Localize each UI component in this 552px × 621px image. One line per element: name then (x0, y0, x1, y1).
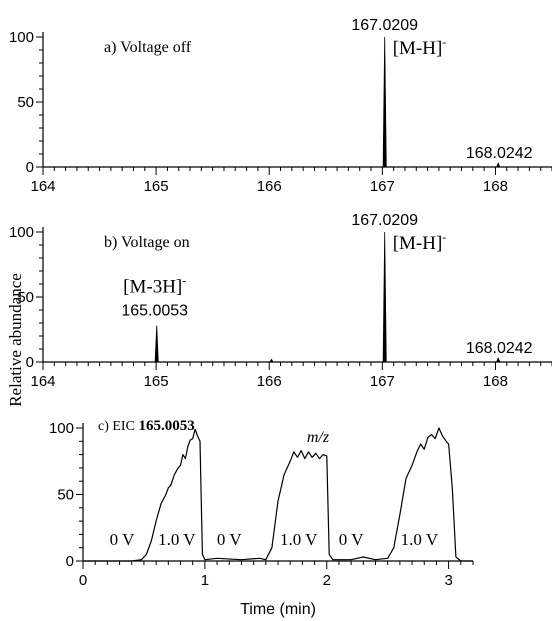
x-axis-label-time: Time (min) (240, 601, 316, 618)
panel-label: b) Voltage on (104, 234, 190, 251)
panel-c: 0 50 100 0 1 2 3 c) EIC 165.0053 0 V 1.0 V 0 V 1.0 … (49, 418, 474, 589)
y-tick-label: 50 (17, 94, 34, 111)
voltage-label: 1.0 V (401, 530, 439, 549)
x-tick-label: 165 (144, 373, 169, 390)
spectrum-peak (382, 36, 387, 168)
ion-label: [M-H]- (393, 35, 447, 59)
x-tick-label: 2 (323, 572, 331, 589)
y-axis-label: Relative abundance (6, 273, 25, 407)
y-tick-label: 100 (9, 224, 34, 241)
voltage-label: 0 V (217, 530, 242, 549)
y-tick-label: 0 (66, 553, 74, 570)
peak-mass-label: 167.0209 (351, 212, 418, 229)
x-tick-label: 167 (370, 178, 395, 195)
x-tick-label: 168 (483, 178, 508, 195)
spectrum-peak (495, 357, 501, 363)
voltage-label: 0 V (110, 530, 135, 549)
ion-label: [M-3H]- (123, 274, 186, 298)
x-tick-label: 166 (257, 178, 282, 195)
x-tick-label: 168 (483, 373, 508, 390)
x-tick-label: 165 (144, 178, 169, 195)
x-tick-label: 164 (30, 178, 55, 195)
panel-a: 0 50 100 164 165 166 167 168 a) Voltage off 167.0… (9, 17, 552, 195)
ion-label: [M-H]- (393, 230, 447, 254)
x-tick-label: 3 (444, 572, 452, 589)
y-tick-label: 100 (49, 420, 74, 437)
peak-mass-label: 168.0242 (466, 340, 533, 357)
panel-b: 0 50 100 164 165 166 167 168 b) Voltage on 165.00… (9, 212, 552, 390)
x-tick-label: 1 (201, 572, 209, 589)
x-tick-label: 164 (30, 373, 55, 390)
voltage-label: 1.0 V (280, 530, 318, 549)
y-tick-label: 50 (17, 289, 34, 306)
y-tick-label: 100 (9, 29, 34, 46)
spectrum-peak (269, 358, 274, 363)
panel-label: c) EIC 165.0053 (98, 418, 195, 434)
voltage-label: 1.0 V (158, 530, 196, 549)
panel-label: a) Voltage off (104, 39, 192, 56)
y-tick-label: 0 (26, 159, 34, 176)
y-tick-label: 0 (26, 354, 34, 371)
x-tick-label: 166 (257, 373, 282, 390)
spectrum-peak (154, 325, 159, 363)
eic-trace (83, 427, 473, 562)
peak-mass-label: 167.0209 (351, 17, 418, 34)
x-tick-label: 167 (370, 373, 395, 390)
spectrum-peak (382, 231, 387, 363)
peak-mass-label: 168.0242 (466, 145, 533, 162)
peak-mass-label: 165.0053 (121, 303, 188, 320)
y-tick-label: 50 (57, 487, 74, 504)
spectrum-peak (495, 162, 501, 168)
x-tick-label: 0 (79, 572, 87, 589)
voltage-label: 0 V (339, 530, 364, 549)
x-axis-label-mz: m/z (307, 429, 330, 446)
